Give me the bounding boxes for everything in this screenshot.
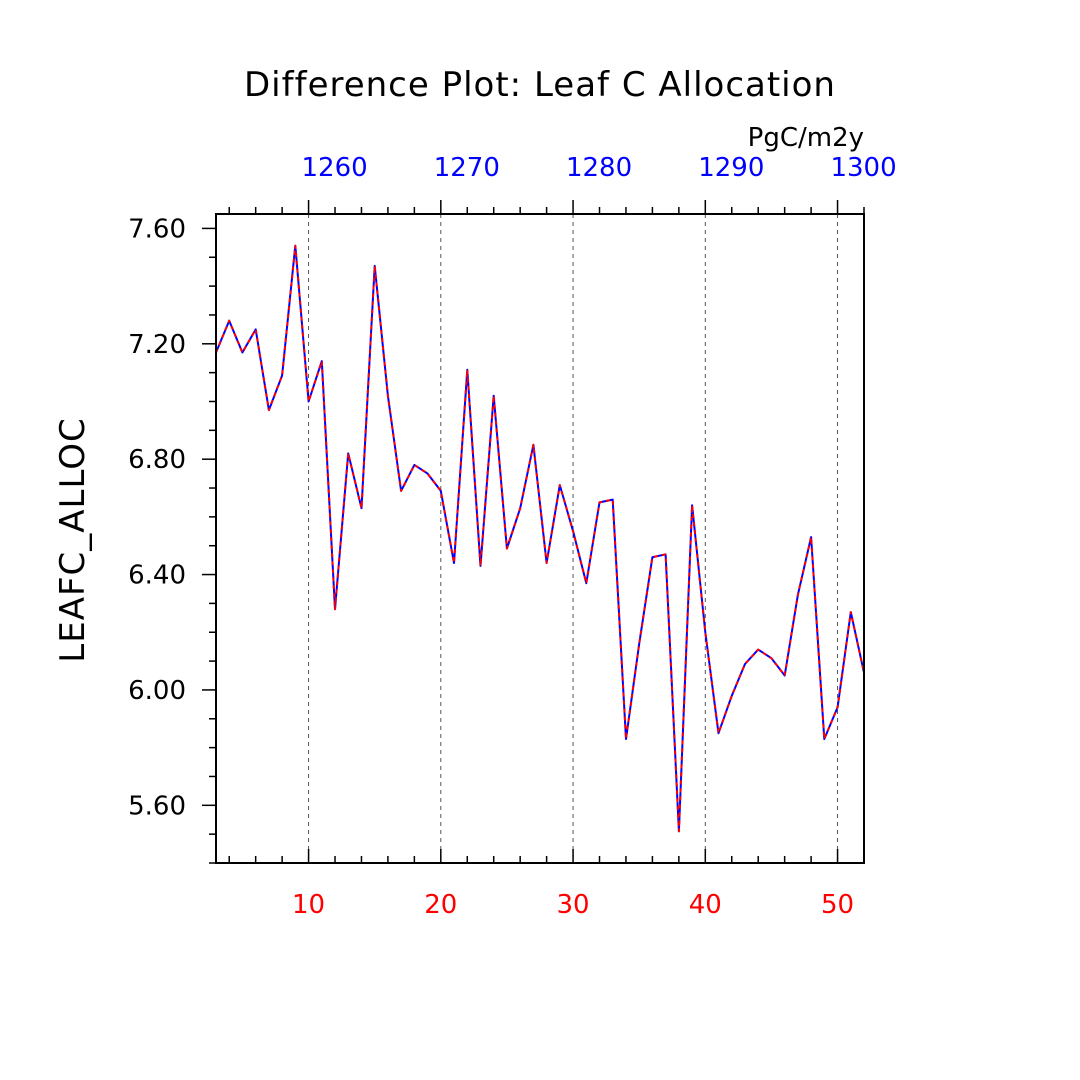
y-tick-label: 6.40 — [128, 561, 186, 591]
series-lines — [215, 244, 865, 833]
series-line-2 — [215, 244, 865, 833]
units-label: PgC/m2y — [748, 123, 864, 153]
x-tick-label-bottom: 30 — [557, 890, 590, 920]
y-tick-label: 7.60 — [128, 214, 186, 244]
ticks — [202, 200, 865, 864]
y-tick-label: 7.20 — [128, 330, 186, 360]
x-tick-label-bottom: 20 — [424, 890, 457, 920]
plot-frame — [215, 213, 865, 864]
y-tick-label: 5.60 — [128, 791, 186, 821]
grid-lines — [308, 214, 839, 863]
x-tick-label-bottom: 40 — [689, 890, 722, 920]
x-tick-label-top: 1280 — [566, 153, 632, 183]
y-tick-label: 6.80 — [128, 445, 186, 475]
x-tick-label-bottom: 10 — [292, 890, 325, 920]
x-tick-label-top: 1300 — [830, 153, 896, 183]
y-tick-label: 6.00 — [128, 676, 186, 706]
x-tick-label-top: 1260 — [301, 153, 367, 183]
x-tick-label-top: 1270 — [434, 153, 500, 183]
y-axis-label: LEAFC_ALLOC — [53, 417, 93, 662]
x-tick-label-bottom: 50 — [821, 890, 854, 920]
axes — [215, 213, 865, 864]
x-tick-label-top: 1290 — [698, 153, 764, 183]
chart-title: Difference Plot: Leaf C Allocation — [244, 65, 836, 105]
series-line-1 — [215, 244, 865, 833]
tick-labels: 10 20 30 40 50 1260 1270 1280 1290 1300 7.60 7.20 6.… — [128, 153, 897, 920]
